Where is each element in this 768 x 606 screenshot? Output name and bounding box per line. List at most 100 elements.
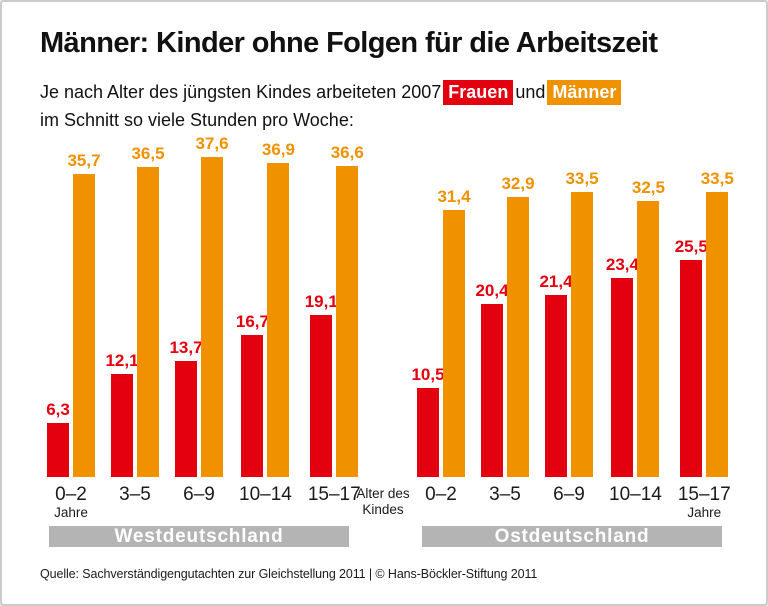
bar-column-maenner: 33,5 (565, 169, 599, 477)
category-label: 10–14 (609, 484, 662, 505)
bar-pair-bars: 10,5 31,4 (411, 187, 471, 477)
bar-frauen (680, 260, 703, 477)
region-band-ostdeutschland: Ostdeutschland (422, 526, 722, 547)
subtitle: Je nach Alter des jüngsten Kindes arbeit… (40, 78, 623, 134)
bar-value-label-maenner: 32,9 (501, 174, 535, 193)
bar-frauen (111, 374, 133, 477)
bar-maenner (201, 157, 223, 477)
bar-column-maenner: 36,5 (131, 144, 165, 477)
bar-pair-bars: 25,5 33,5 (675, 169, 734, 477)
bar-value-label-frauen: 10,5 (411, 365, 445, 384)
category-label: 0–2 (55, 484, 87, 505)
axis-note-alter-des-kindes: Alter des Kindes (349, 486, 417, 518)
bar-value-label-frauen: 16,7 (235, 312, 269, 331)
bar-maenner (571, 192, 593, 477)
category-label: 6–9 (553, 484, 585, 505)
bar-maenner (637, 201, 660, 477)
bar-pair: 20,4 32,9 3–5 (475, 174, 535, 520)
bar-pair-bars: 21,4 33,5 (539, 169, 599, 477)
bar-frauen (175, 361, 197, 477)
bar-pair: 21,4 33,5 6–9 (539, 169, 599, 520)
bar-maenner (507, 197, 529, 477)
bar-pair-bars: 23,4 32,5 (606, 178, 665, 477)
bar-column-frauen: 12,1 (105, 351, 139, 477)
bar-column-frauen: 23,4 (606, 255, 639, 477)
bar-column-frauen: 10,5 (411, 365, 445, 477)
bar-value-label-frauen: 19,1 (304, 292, 338, 311)
region-band-westdeutschland: Westdeutschland (49, 526, 349, 547)
bar-frauen (310, 315, 333, 477)
bar-maenner (137, 167, 159, 477)
bar-column-frauen: 20,4 (475, 281, 509, 477)
bar-column-frauen: 25,5 (675, 237, 708, 477)
legend-chip-frauen: Frauen (443, 80, 514, 105)
bar-pair-bars: 12,1 36,5 (105, 144, 165, 477)
bar-pair: 10,5 31,4 0–2 (411, 187, 471, 520)
bar-value-label-frauen: 21,4 (539, 272, 573, 291)
bar-pair-bars: 6,3 35,7 (46, 151, 101, 477)
bar-maenner (706, 192, 729, 477)
bar-value-label-maenner: 36,5 (131, 144, 165, 163)
bar-column-maenner: 36,9 (262, 140, 295, 477)
bar-maenner (443, 210, 465, 477)
category-sub-label: Jahre (687, 505, 722, 520)
bar-pair: 6,3 35,7 0–2 Jahre (46, 151, 101, 520)
category-label: 6–9 (183, 484, 215, 505)
bar-value-label-maenner: 36,6 (330, 143, 364, 162)
category-sub-label: Jahre (54, 505, 88, 520)
axis-note-line1: Alter des (356, 486, 410, 501)
bar-value-label-frauen: 6,3 (46, 400, 70, 419)
bar-column-frauen: 13,7 (169, 338, 203, 477)
bar-value-label-frauen: 20,4 (475, 281, 509, 300)
bar-group-west: 6,3 35,7 0–2 Jahre 12,1 36,5 3–5 13,7 37,6 6–9 16,… (46, 134, 364, 520)
bar-column-maenner: 36,6 (331, 143, 364, 477)
category-label: 0–2 (425, 484, 457, 505)
bar-column-frauen: 16,7 (236, 312, 269, 477)
subtitle-line1: Je nach Alter des jüngsten Kindes arbeit… (40, 78, 623, 106)
bar-column-frauen: 19,1 (305, 292, 338, 477)
bar-column-frauen: 6,3 (46, 400, 70, 477)
category-label: 3–5 (489, 484, 521, 505)
bar-frauen (545, 295, 567, 477)
bar-pair: 12,1 36,5 3–5 (105, 144, 165, 520)
bar-column-maenner: 33,5 (701, 169, 734, 477)
bar-frauen (481, 304, 503, 477)
bar-pair-bars: 19,1 36,6 (305, 143, 364, 477)
source-line: Quelle: Sachverständigengutachten zur Gl… (40, 567, 538, 581)
subtitle-mid: und (515, 82, 546, 102)
bar-value-label-maenner: 36,9 (261, 140, 295, 159)
bar-frauen (47, 423, 69, 477)
bar-value-label-maenner: 32,5 (631, 178, 665, 197)
bar-value-label-maenner: 35,7 (67, 151, 101, 170)
subtitle-line1-prefix: Je nach Alter des jüngsten Kindes arbeit… (40, 82, 442, 102)
bar-pair-bars: 20,4 32,9 (475, 174, 535, 477)
bar-column-maenner: 35,7 (67, 151, 101, 477)
axis-note-line2: Kindes (362, 502, 404, 517)
bar-frauen (241, 335, 264, 477)
bar-maenner (73, 174, 95, 477)
bar-pair: 23,4 32,5 10–14 (606, 178, 665, 520)
bar-column-maenner: 32,9 (501, 174, 535, 477)
page-title: Männer: Kinder ohne Folgen für die Arbei… (40, 27, 658, 59)
bar-maenner (267, 163, 290, 477)
bar-pair: 19,1 36,6 15–17 (305, 143, 364, 520)
bar-pair: 25,5 33,5 15–17 Jahre (675, 169, 734, 520)
bar-column-maenner: 37,6 (195, 134, 229, 477)
bar-column-maenner: 32,5 (632, 178, 665, 477)
category-label: 15–17 (307, 484, 361, 505)
bar-value-label-frauen: 13,7 (169, 338, 203, 357)
bar-column-maenner: 31,4 (437, 187, 471, 477)
bar-frauen (611, 278, 634, 477)
bar-value-label-maenner: 33,5 (700, 169, 734, 188)
bar-pair-bars: 13,7 37,6 (169, 134, 229, 477)
bar-group-ost: 10,5 31,4 0–2 20,4 32,9 3–5 21,4 33,5 6–9 23,4 32,… (411, 169, 734, 520)
bar-value-label-frauen: 25,5 (674, 237, 708, 256)
bar-pair-bars: 16,7 36,9 (236, 140, 295, 477)
bar-pair: 16,7 36,9 10–14 (236, 140, 295, 520)
bar-frauen (417, 388, 439, 477)
category-label: 15–17 (677, 484, 731, 505)
category-label: 10–14 (239, 484, 292, 505)
bar-pair: 13,7 37,6 6–9 (169, 134, 229, 520)
bar-value-label-frauen: 23,4 (605, 255, 639, 274)
